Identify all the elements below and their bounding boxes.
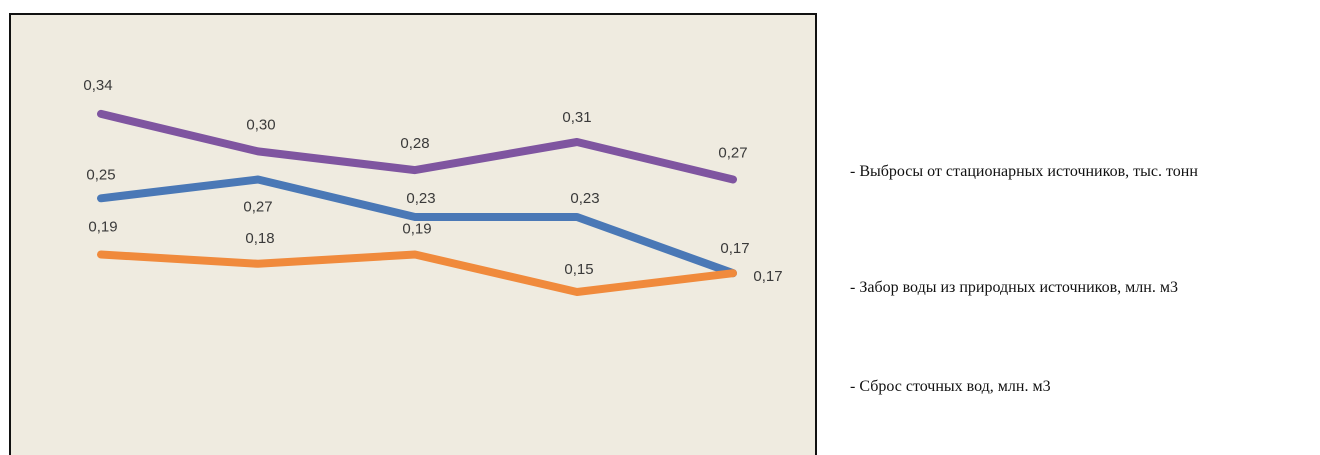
data-label-water-intake-3: 0,23 xyxy=(406,190,435,207)
data-label-water-intake-1: 0,25 xyxy=(86,166,115,183)
legend-entry-water-intake: - Забор воды из природных источников, мл… xyxy=(850,279,1178,296)
data-label-wastewater-4: 0,15 xyxy=(564,261,593,278)
legend-entry-emissions: - Выбросы от стационарных источников, ты… xyxy=(850,163,1198,180)
data-label-wastewater-2: 0,18 xyxy=(245,230,274,247)
data-label-emissions-3: 0,28 xyxy=(400,135,429,152)
legend-entry-wastewater: - Сброс сточных вод, млн. м3 xyxy=(850,378,1051,395)
data-label-wastewater-3: 0,19 xyxy=(402,221,431,238)
data-label-emissions-2: 0,30 xyxy=(246,116,275,133)
data-label-emissions-1: 0,34 xyxy=(83,77,112,94)
data-label-emissions-4: 0,31 xyxy=(562,109,591,126)
data-label-wastewater-1: 0,19 xyxy=(88,219,117,236)
series-line-wastewater xyxy=(97,250,737,296)
data-label-water-intake-5: 0,17 xyxy=(753,268,782,285)
data-labels: 0,34 0,30 0,28 0,31 0,27 0,25 0,27 0,23 0,23 0,17… xyxy=(83,77,782,285)
series-lines xyxy=(97,109,737,296)
data-label-emissions-5: 0,27 xyxy=(718,145,747,162)
plot-area xyxy=(9,13,817,455)
data-label-water-intake-4: 0,23 xyxy=(570,190,599,207)
data-label-wastewater-5: 0,17 xyxy=(720,240,749,257)
data-label-water-intake-2: 0,27 xyxy=(243,199,272,216)
